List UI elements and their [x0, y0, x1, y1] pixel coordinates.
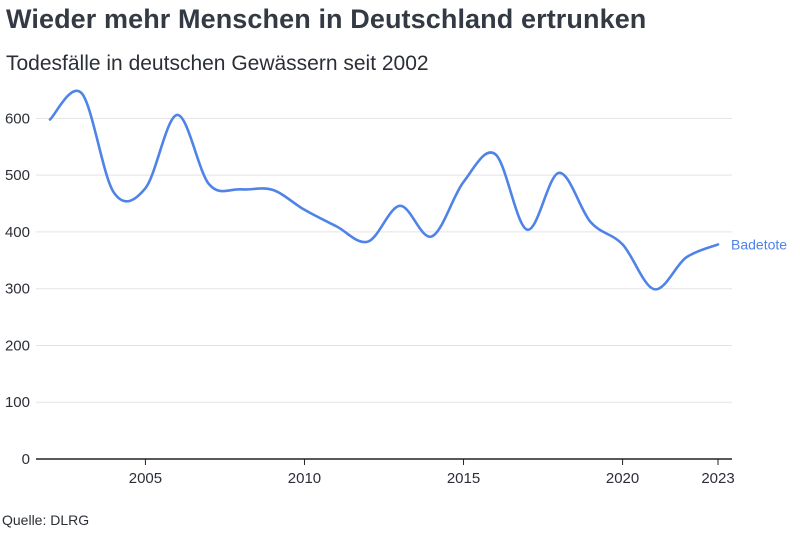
data-point	[175, 113, 179, 117]
gridlines	[36, 117, 732, 460]
y-tick-label: 400	[5, 224, 30, 241]
data-point	[48, 118, 52, 122]
data-point	[652, 287, 656, 291]
data-point	[271, 188, 275, 192]
y-tick-label: 300	[5, 281, 30, 298]
data-point	[239, 187, 243, 191]
y-axis-ticks: 0 100 200 300 400 500 600	[5, 110, 30, 468]
series-label: Badetote	[731, 236, 787, 252]
data-point	[334, 224, 338, 228]
x-tick-label: 2005	[129, 470, 162, 487]
chart-title: Wieder mehr Menschen in Deutschland ertr…	[6, 4, 647, 34]
data-point	[207, 182, 211, 186]
source-note: Quelle: DLRG	[2, 512, 90, 528]
data-point	[143, 186, 147, 190]
x-tick-label: 2010	[288, 470, 321, 487]
data-point	[557, 171, 561, 175]
data-point	[112, 190, 116, 194]
y-tick-label: 100	[5, 394, 30, 411]
data-point	[684, 255, 688, 259]
data-point	[430, 234, 434, 238]
data-point	[462, 180, 466, 184]
data-point	[621, 242, 625, 246]
data-point	[589, 220, 593, 224]
y-tick-label: 600	[5, 110, 30, 127]
series-lines: Badetote	[48, 89, 787, 291]
x-tick-label: 2015	[447, 470, 480, 487]
data-point	[525, 228, 529, 232]
y-tick-label: 200	[5, 337, 30, 354]
data-point	[716, 242, 720, 246]
chart-subtitle: Todesfälle in deutschen Gewässern seit 2…	[6, 52, 429, 75]
data-point	[80, 91, 84, 95]
data-point	[493, 152, 497, 156]
data-point	[398, 204, 402, 208]
data-point	[302, 208, 306, 212]
x-axis-ticks: 2005 2010 2015 2020 2023	[129, 459, 735, 487]
x-tick-label: 2023	[701, 470, 734, 487]
y-tick-label: 500	[5, 167, 30, 184]
y-tick-label: 0	[22, 451, 30, 468]
x-tick-label: 2020	[606, 470, 639, 487]
data-point	[366, 240, 370, 244]
series-line-0	[48, 89, 720, 291]
